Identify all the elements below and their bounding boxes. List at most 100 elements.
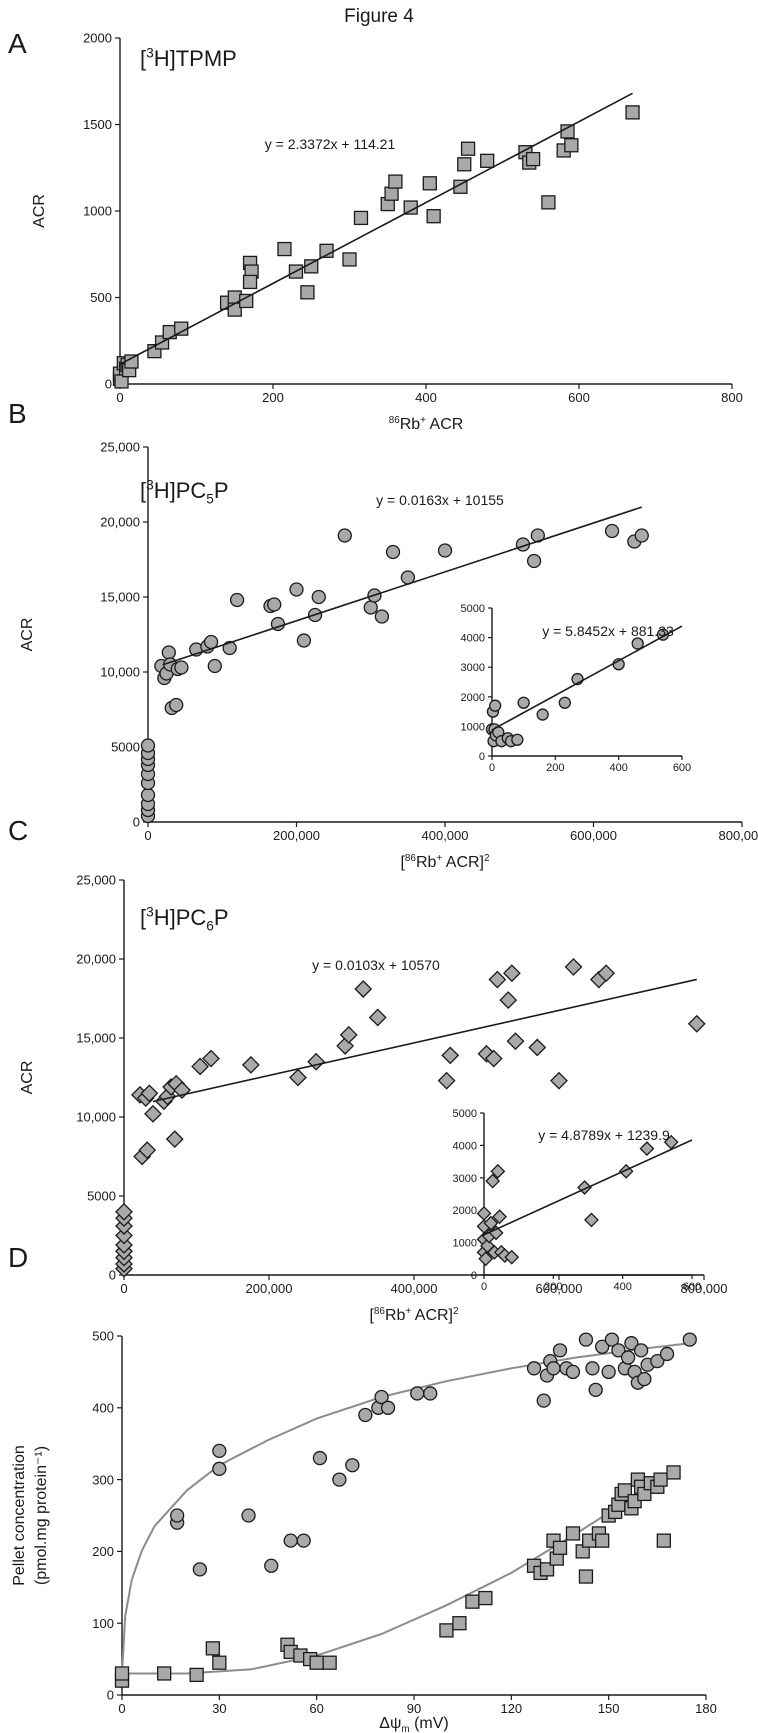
panel-a-point <box>239 293 254 309</box>
panel-b-x-tick-label: 800,000 <box>719 828 758 843</box>
panel-d-series-1-point <box>212 1461 227 1476</box>
panel-c-y-tick-label: 5000 <box>87 1189 116 1204</box>
panel-c-inset-equation: y = 4.8789x + 1239.9 <box>538 1127 670 1143</box>
panel-d-x-tick-label: 120 <box>500 1701 522 1716</box>
panel-a-point <box>457 157 472 172</box>
panel-c-fit-line <box>152 978 697 1103</box>
panel-b-point <box>289 582 304 597</box>
panel-b-x-tick-label: 600,000 <box>570 828 617 843</box>
panel-d-series-1-point <box>170 1508 185 1523</box>
panel-d-y-tick-label: 0 <box>107 1688 114 1703</box>
panel-b-inset-y-tick-label: 5000 <box>461 603 485 615</box>
panel-c-point <box>144 1104 162 1123</box>
panel-letter-a: A <box>8 28 27 59</box>
panel-a-point <box>388 174 403 189</box>
panel-b-inset-point <box>489 699 502 712</box>
panel-d-series-2-point <box>653 1472 668 1487</box>
panel-c-inset-y-tick-label: 5000 <box>453 1108 477 1120</box>
panel-d-series-1-point <box>526 1361 542 1376</box>
panel-b-x-tick-label: 400,000 <box>422 828 469 843</box>
panel-c-x-tick-label: 600,000 <box>536 1281 583 1296</box>
panel-d-series-1-point <box>604 1332 620 1347</box>
panel-a-point <box>277 241 292 257</box>
panel-d-series-1-point <box>633 1343 649 1358</box>
panel-d-y-tick-label: 400 <box>92 1400 114 1415</box>
panel-b-point <box>374 609 390 624</box>
panel-a-x-tick-label: 800 <box>721 390 743 405</box>
panel-d-series-2-point <box>212 1655 227 1670</box>
panel-c-x-label: [86Rb+ ACR]2 <box>369 1306 459 1324</box>
panel-d-series-2-point <box>439 1623 454 1638</box>
panel-d-series-2-point <box>189 1667 204 1683</box>
panel-c-y-tick-label: 10,000 <box>76 1110 116 1125</box>
panel-b-inset-y-tick-label: 2000 <box>461 692 485 704</box>
panel-b-x-tick-label: 200,000 <box>273 828 320 843</box>
panel-c-inset-x-tick-label: 400 <box>613 1281 631 1293</box>
panel-d-series-1-point <box>283 1533 298 1548</box>
panel-d-series-1-point <box>212 1443 227 1459</box>
panel-b-y-tick-label: 25,000 <box>100 440 140 455</box>
panel-letter-d: D <box>8 1242 29 1273</box>
panel-d-series-1-point <box>358 1407 373 1423</box>
panel-d-series-2-point <box>595 1533 610 1548</box>
panel-d-x-label: Δψm (mV) <box>379 1715 448 1733</box>
panel-a-point <box>426 209 441 224</box>
panel-d-series-1-point <box>192 1562 208 1577</box>
panel-c-inset-x-tick-label: 600 <box>683 1281 701 1293</box>
panel-b-point <box>385 544 401 560</box>
panel-c-point <box>506 1032 525 1051</box>
panel-b-inset-x-tick-label: 400 <box>609 762 627 774</box>
panel-b-inset-equation: y = 5.8452x + 881.33 <box>542 623 674 639</box>
panel-b-inset-point <box>511 733 524 746</box>
panel-b-inset-point <box>558 696 571 709</box>
panel-d-series-1-point <box>536 1393 551 1408</box>
panel-a-point <box>342 252 357 267</box>
panel-d-x-tick-label: 0 <box>118 1701 125 1716</box>
panel-b-point <box>363 600 378 615</box>
panel-b-point <box>526 553 542 569</box>
panel-a-equation: y = 2.3372x + 114.21 <box>265 136 396 152</box>
panel-d-series-1-point <box>312 1450 328 1466</box>
panel-b-inset-x-tick-label: 200 <box>546 762 564 774</box>
panel-d-series-1-point <box>624 1336 639 1351</box>
panel-d-series-1-point <box>595 1339 610 1354</box>
panel-b-fit-line <box>162 506 643 666</box>
panel-d-series-1-point <box>585 1361 600 1376</box>
panel-a-y-tick-label: 500 <box>90 290 112 305</box>
panel-d-y-tick-label: 500 <box>92 1329 114 1344</box>
panel-a-point <box>564 138 579 153</box>
panel-c-point <box>165 1130 184 1149</box>
panel-c-point <box>528 1038 547 1057</box>
panel-b-y-label: ACR <box>19 618 36 652</box>
panel-b-y-tick-label: 5000 <box>111 740 140 755</box>
panel-d-series-1-point <box>345 1458 360 1473</box>
panel-c-inset-y-tick-label: 3000 <box>453 1173 477 1185</box>
panel-a-point <box>124 354 139 369</box>
panel-d-series-2-point <box>452 1616 467 1631</box>
panel-c-inset-point <box>478 1251 494 1267</box>
panel-a-y-tick-label: 0 <box>105 377 112 392</box>
panel-b-point <box>634 528 649 543</box>
panel-c-inset-y-tick-label: 1000 <box>453 1238 477 1250</box>
panel-d-series-1-point <box>637 1371 652 1387</box>
panel-d-series-1-point <box>264 1558 279 1573</box>
panel-c-y-tick-label: 0 <box>109 1268 116 1283</box>
panel-d-series-1-point <box>565 1364 581 1380</box>
panel-c-inset-x-tick-label: 200 <box>544 1281 562 1293</box>
panel-c-point <box>597 964 616 983</box>
panel-c-inset-point <box>490 1163 506 1179</box>
panel-d-series-1-point <box>296 1533 311 1548</box>
panel-c-inset-point <box>504 1249 520 1265</box>
panel-c-inset-point <box>584 1212 599 1228</box>
panel-b-point <box>140 787 156 803</box>
panel-b-point <box>296 633 312 648</box>
panel-d-series-2-curve <box>122 1471 675 1675</box>
panel-c-y-tick-label: 25,000 <box>76 873 116 888</box>
panel-d-series-2-point <box>465 1594 480 1609</box>
panel-b-inset-x-tick-label: 0 <box>489 762 495 774</box>
panel-b-inset-y-tick-label: 3000 <box>461 662 485 674</box>
panel-d-y-label-line-1: Pellet concentration <box>11 1445 28 1586</box>
panel-b-inset-point <box>631 637 644 650</box>
panel-d-series-1-point <box>659 1346 675 1362</box>
